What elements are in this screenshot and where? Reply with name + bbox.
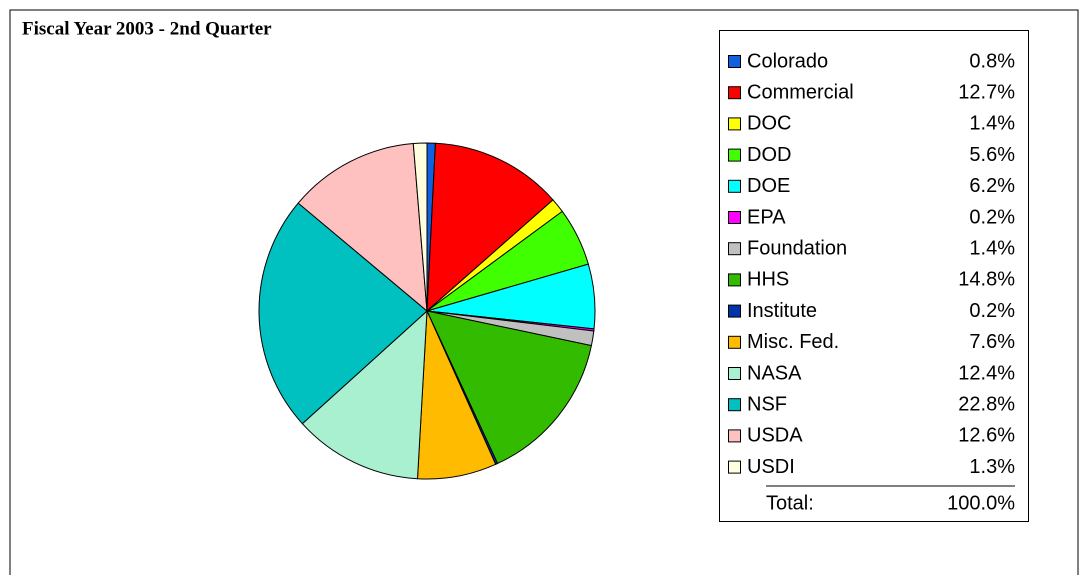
legend-label: EPA bbox=[747, 206, 786, 228]
legend-value: 12.4% bbox=[958, 362, 1015, 384]
legend-swatch bbox=[728, 148, 741, 162]
legend-swatch bbox=[728, 86, 741, 100]
legend-swatch bbox=[728, 55, 741, 68]
frame bbox=[9, 9, 1079, 575]
pie-slice bbox=[258, 202, 428, 425]
legend-label: Colorado bbox=[747, 50, 828, 72]
legend-value: 22.8% bbox=[958, 393, 1015, 415]
legend-label: Commercial bbox=[747, 81, 854, 103]
legend-swatch bbox=[728, 242, 741, 256]
legend-swatch bbox=[728, 429, 741, 443]
legend-label: DOE bbox=[747, 175, 790, 197]
legend-label: Misc. Fed. bbox=[747, 331, 839, 353]
legend-swatch bbox=[728, 335, 741, 349]
legend-label: USDA bbox=[747, 425, 803, 447]
total-value: 100.0% bbox=[947, 492, 1015, 514]
legend-value: 12.7% bbox=[958, 81, 1015, 103]
legend-value: 0.8% bbox=[969, 50, 1015, 72]
legend-swatch bbox=[728, 460, 741, 474]
legend-value: 5.6% bbox=[969, 144, 1015, 166]
legend-value: 0.2% bbox=[969, 300, 1015, 322]
legend-swatch bbox=[728, 211, 741, 224]
legend-label: DOD bbox=[747, 144, 791, 166]
legend-swatch bbox=[728, 367, 741, 380]
total-label: Total: bbox=[766, 492, 814, 514]
legend-label: NSF bbox=[747, 393, 787, 415]
pie-slice bbox=[412, 142, 428, 312]
legend-value: 6.2% bbox=[969, 175, 1015, 197]
legend-box bbox=[719, 30, 1029, 522]
legend-label: HHS bbox=[747, 269, 789, 291]
legend-swatch bbox=[728, 398, 741, 412]
legend-label: DOC bbox=[747, 113, 791, 135]
chart-title: Fiscal Year 2003 - 2nd Quarter bbox=[22, 18, 272, 39]
legend-value: 7.6% bbox=[969, 331, 1015, 353]
pie-slice bbox=[297, 143, 428, 313]
legend-swatch bbox=[728, 117, 741, 131]
legend-value: 1.4% bbox=[969, 113, 1015, 135]
legend-swatch bbox=[728, 304, 741, 318]
pie-slice bbox=[426, 142, 554, 313]
legend-value: 14.8% bbox=[958, 269, 1015, 291]
pie-slice bbox=[426, 310, 592, 465]
pie-slice bbox=[301, 309, 428, 480]
legend-label: Foundation bbox=[747, 237, 847, 259]
legend-value: 0.2% bbox=[969, 206, 1015, 228]
legend-swatch bbox=[728, 179, 741, 193]
legend-label: NASA bbox=[747, 362, 802, 384]
legend-label: USDI bbox=[747, 456, 795, 478]
legend-swatch bbox=[728, 273, 741, 287]
legend-value: 1.3% bbox=[969, 456, 1015, 478]
legend-label: Institute bbox=[747, 300, 817, 322]
legend-value: 12.6% bbox=[958, 425, 1015, 447]
legend-value: 1.4% bbox=[969, 237, 1015, 259]
